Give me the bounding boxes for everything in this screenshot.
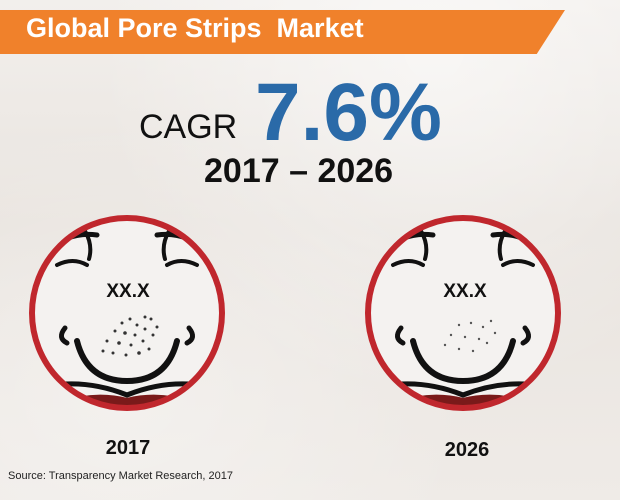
page-title: Global Pore Strips Market	[26, 13, 364, 43]
year-label-2017: 2017	[105, 437, 151, 459]
title-banner	[0, 10, 565, 54]
year-label-2026: 2026	[444, 439, 490, 461]
cagr-label: CAGR	[139, 108, 238, 146]
nose-pores-icon	[363, 213, 563, 413]
source-note: Source: Transparency Market Research, 20…	[8, 470, 234, 482]
nose-pores-icon	[27, 213, 227, 413]
cagr-value: 7.6%	[255, 67, 442, 158]
value-2017: XX.X	[106, 281, 150, 302]
forecast-period: 2017 – 2026	[204, 152, 394, 190]
value-2026: XX.X	[443, 281, 487, 302]
